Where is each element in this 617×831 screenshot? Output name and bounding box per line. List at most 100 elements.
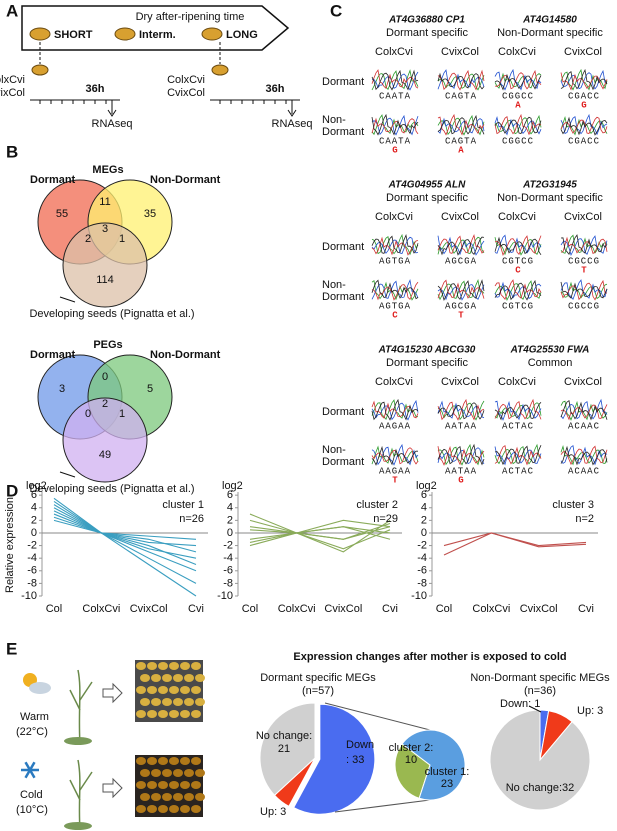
label: Non-Dormant xyxy=(150,174,221,186)
seed xyxy=(114,27,136,41)
rosette xyxy=(64,822,92,830)
seed xyxy=(191,710,201,718)
trace xyxy=(437,117,485,134)
y-tick-label: -2 xyxy=(223,539,233,551)
venn-count: 0 xyxy=(102,371,108,383)
gene-name: AT4G04955 ALN xyxy=(388,180,466,191)
rosette xyxy=(64,737,92,745)
label: Dormant xyxy=(30,349,76,361)
label: Dormant xyxy=(322,291,364,303)
pie-slice xyxy=(292,703,376,815)
y-tick-label: 6 xyxy=(421,489,427,501)
label: Dormant xyxy=(322,126,364,138)
label: Developing seeds (Pignatta et al.) xyxy=(29,483,194,495)
snp: G xyxy=(458,475,463,485)
expression-line xyxy=(53,519,197,540)
seed xyxy=(158,710,168,718)
label: log2 xyxy=(26,480,47,492)
venn-count: 2 xyxy=(85,233,91,245)
expression-line xyxy=(249,522,391,540)
venn-count: 49 xyxy=(99,449,111,461)
sequence: CAATA xyxy=(379,91,411,101)
seed xyxy=(136,805,146,813)
seed xyxy=(180,805,190,813)
gene-name: AT4G14580 xyxy=(522,15,577,26)
trace xyxy=(371,236,419,256)
seed xyxy=(162,793,172,801)
seed xyxy=(169,757,179,765)
label: MEGs xyxy=(92,164,123,176)
seed xyxy=(147,757,157,765)
panel-letter: E xyxy=(6,639,17,658)
sequence: CGTCG xyxy=(502,301,534,311)
trace xyxy=(371,279,419,300)
plant xyxy=(69,669,93,746)
label: 21 xyxy=(278,743,290,755)
label: Non-Dormant specific xyxy=(497,27,603,39)
sequence: AGTGA xyxy=(379,256,411,266)
seed xyxy=(158,686,168,694)
label: No change: xyxy=(256,730,312,742)
label: Non- xyxy=(322,279,346,291)
seed xyxy=(184,698,194,706)
trace xyxy=(437,114,485,135)
timeline-arrow xyxy=(21,5,290,51)
arrow-outline xyxy=(102,682,123,704)
seed xyxy=(31,64,49,76)
trace xyxy=(437,69,485,90)
trace xyxy=(494,445,542,466)
label: ColxCvi xyxy=(375,46,413,58)
label: No change:32 xyxy=(506,782,575,794)
expression-line xyxy=(53,507,197,584)
expression-line xyxy=(53,516,197,547)
y-tick-label: -4 xyxy=(27,552,37,564)
label: CvixCol xyxy=(564,376,602,388)
trace xyxy=(437,402,485,420)
trace xyxy=(560,279,608,301)
trace xyxy=(437,279,485,299)
sequence: AATAA xyxy=(445,421,477,431)
trace xyxy=(437,233,485,254)
label: Non-Dormant specific xyxy=(497,192,603,204)
trace xyxy=(494,402,542,420)
sequence: CGGCC xyxy=(502,136,534,146)
trace xyxy=(494,68,542,91)
seed xyxy=(151,769,161,777)
sequence: CAGTA xyxy=(445,136,477,146)
arrow xyxy=(107,100,117,117)
snp: C xyxy=(392,310,398,320)
label: Relative expression xyxy=(4,497,16,593)
trace xyxy=(560,235,608,256)
label: SHORT xyxy=(54,29,93,41)
y-tick-label: -4 xyxy=(417,552,427,564)
seed xyxy=(211,64,229,76)
pie-slice xyxy=(489,709,591,811)
venn-count: 11 xyxy=(99,196,110,208)
trace xyxy=(560,116,608,136)
label: Dormant xyxy=(322,456,364,468)
sequence: CGCCG xyxy=(568,301,600,311)
expression-line xyxy=(53,500,197,572)
y-tick-label: 0 xyxy=(227,527,233,539)
pie-slice xyxy=(259,702,316,796)
trace xyxy=(560,445,608,466)
expression-line xyxy=(249,513,391,553)
label: cluster 2 xyxy=(356,499,398,511)
snp: T xyxy=(392,475,398,485)
seed xyxy=(162,674,172,682)
seed xyxy=(180,710,190,718)
sequence: AGTGA xyxy=(379,301,411,311)
label: Interm. xyxy=(139,29,176,41)
snowflake xyxy=(24,761,36,779)
seed xyxy=(169,805,179,813)
seed xyxy=(151,674,161,682)
seed xyxy=(173,769,183,777)
label: CvixCol xyxy=(167,87,205,99)
trace xyxy=(494,235,542,256)
trace xyxy=(437,113,485,136)
trace xyxy=(371,398,419,421)
y-tick-label: 4 xyxy=(31,502,37,514)
venn-count: 1 xyxy=(119,233,125,245)
trace xyxy=(437,236,485,256)
